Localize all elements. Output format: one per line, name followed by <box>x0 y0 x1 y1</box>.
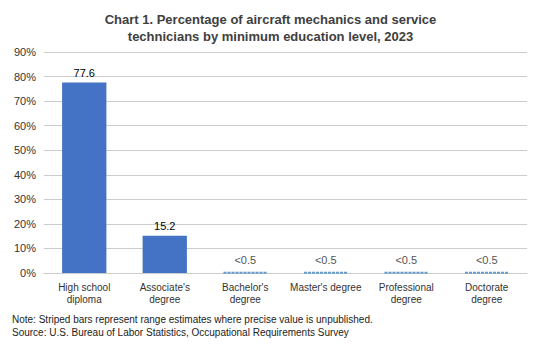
svg-text:70%: 70% <box>14 95 36 107</box>
svg-text:Master's degree: Master's degree <box>290 282 362 293</box>
svg-text:Chart 1. Percentage of aircraf: Chart 1. Percentage of aircraft mechanic… <box>105 12 437 27</box>
svg-text:77.6: 77.6 <box>74 67 95 79</box>
svg-text:50%: 50% <box>14 144 36 156</box>
svg-text:<0.5: <0.5 <box>234 254 256 266</box>
svg-text:0%: 0% <box>20 267 36 279</box>
svg-text:degree: degree <box>471 294 503 305</box>
svg-text:degree: degree <box>230 294 262 305</box>
svg-text:10%: 10% <box>14 242 36 254</box>
svg-text:20%: 20% <box>14 218 36 230</box>
svg-text:<0.5: <0.5 <box>315 254 337 266</box>
svg-text:<0.5: <0.5 <box>395 254 417 266</box>
svg-text:diploma: diploma <box>67 294 102 305</box>
svg-text:15.2: 15.2 <box>154 220 175 232</box>
svg-text:Professional: Professional <box>379 282 434 293</box>
svg-text:degree: degree <box>391 294 423 305</box>
svg-text:90%: 90% <box>14 46 36 58</box>
svg-text:Doctorate: Doctorate <box>465 282 509 293</box>
svg-text:80%: 80% <box>14 71 36 83</box>
svg-text:<0.5: <0.5 <box>476 254 498 266</box>
svg-text:Source: U.S. Bureau of Labor S: Source: U.S. Bureau of Labor Statistics,… <box>12 327 349 338</box>
svg-text:60%: 60% <box>14 120 36 132</box>
svg-text:Note: Striped bars represent r: Note: Striped bars represent range estim… <box>12 314 373 325</box>
svg-text:Associate's: Associate's <box>140 282 190 293</box>
svg-text:Bachelor's: Bachelor's <box>222 282 268 293</box>
svg-text:40%: 40% <box>14 169 36 181</box>
svg-text:High school: High school <box>58 282 110 293</box>
svg-text:30%: 30% <box>14 193 36 205</box>
svg-text:degree: degree <box>149 294 181 305</box>
svg-text:technicians by minimum educati: technicians by minimum education level, … <box>128 29 413 44</box>
